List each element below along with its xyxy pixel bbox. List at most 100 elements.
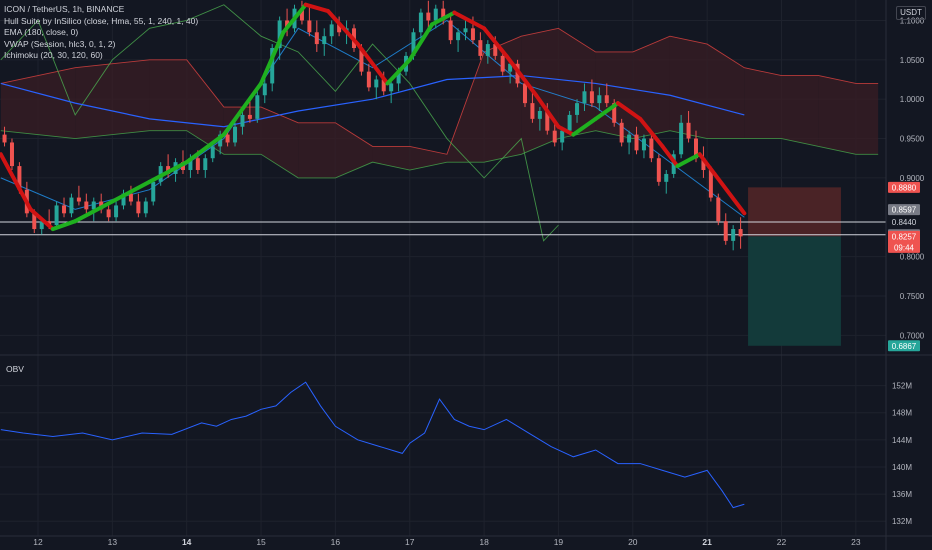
candle-body	[426, 12, 431, 21]
hull-segment	[28, 207, 55, 232]
candle-body	[247, 114, 252, 119]
time-tick-label: 14	[182, 537, 192, 547]
hull-suite-label[interactable]: Hull Suite by InSilico (close, Hma, 55, …	[4, 15, 199, 26]
candle-body	[567, 114, 572, 131]
candle-body	[218, 134, 223, 147]
candle-body	[240, 114, 245, 127]
price-badge	[888, 340, 920, 352]
obv-tick-label: 148M	[892, 409, 912, 418]
candle-body	[195, 158, 200, 171]
candle-body	[456, 32, 461, 41]
candle-body	[649, 138, 654, 159]
ichimoku-cloud-segment	[669, 36, 708, 139]
hull-segment	[675, 152, 702, 169]
candle-body	[530, 103, 535, 119]
candle-body	[589, 91, 594, 104]
symbol-title[interactable]: ICON / TetherUS, 1h, BINANCE	[4, 4, 125, 14]
candle-body	[9, 142, 14, 167]
candle-body	[575, 103, 580, 115]
price-badge	[888, 181, 920, 193]
candle-body	[656, 158, 661, 182]
hull-segment	[452, 10, 487, 31]
candle-body	[500, 55, 505, 72]
price-tick-label: 1.0000	[900, 95, 925, 104]
candle-body	[716, 197, 721, 222]
hull-segment	[556, 124, 576, 137]
hull-segment	[281, 2, 308, 35]
grid	[0, 0, 886, 536]
candle-body	[433, 8, 438, 21]
ichimoku-cloud-segment	[149, 59, 187, 131]
candle-body	[322, 36, 327, 45]
candle-body	[634, 134, 639, 151]
time-tick-label: 15	[256, 537, 266, 547]
candle-body	[128, 193, 133, 202]
candle-body	[463, 28, 468, 33]
time-tick-label: 21	[702, 537, 712, 547]
candle-body	[374, 79, 379, 88]
candle-body	[641, 138, 646, 151]
candle-body	[612, 103, 617, 123]
time-tick-label: 22	[777, 537, 787, 547]
candle-body	[84, 201, 89, 210]
candle-body	[389, 83, 394, 92]
candle-body	[285, 20, 290, 29]
candle-body	[582, 91, 587, 104]
candle-body	[91, 201, 96, 210]
obv-title[interactable]: OBV	[6, 364, 24, 374]
ema-line	[0, 74, 745, 128]
hull-segment	[259, 30, 286, 86]
time-tick-label: 13	[108, 537, 118, 547]
candle-body	[17, 166, 22, 190]
hull-segment	[110, 179, 152, 204]
candle-body	[381, 79, 386, 92]
ema-label[interactable]: EMA (180, close, 0)	[4, 27, 79, 37]
candle-body	[151, 181, 156, 202]
candle-body	[693, 138, 698, 159]
candle-body	[114, 205, 119, 218]
candle-body	[233, 126, 238, 143]
candle-body	[723, 221, 728, 241]
indicator-legend: ICON / TetherUS, 1h, BINANCE Hull Suite …	[4, 4, 198, 62]
candle-body	[679, 122, 684, 155]
candle-body	[270, 48, 275, 84]
price-badge-label: 0.8440	[892, 218, 917, 227]
candle-body	[537, 110, 542, 119]
price-badge	[888, 230, 920, 253]
hull-segment	[147, 160, 189, 184]
currency-badge[interactable]: USDT	[896, 6, 926, 20]
hull-segment	[184, 132, 226, 165]
candle-body	[545, 110, 550, 131]
hull-segment	[385, 57, 412, 86]
candle-body	[619, 122, 624, 143]
obv-tick-label: 132M	[892, 517, 912, 526]
candle-body	[210, 146, 215, 159]
hull-segment	[50, 219, 78, 232]
time-tick-label: 18	[479, 537, 489, 547]
candle-body	[188, 158, 193, 171]
stop-loss-zone	[748, 187, 841, 237]
vwap-label[interactable]: VWAP (Session, hlc3, 0, 1, 2)	[4, 38, 116, 49]
hull-segment	[221, 81, 264, 137]
candle-body	[225, 134, 230, 143]
candle-body	[448, 20, 453, 41]
ichimoku-label[interactable]: Ichimoku (20, 30, 120, 60)	[4, 50, 103, 60]
time-tick-label: 16	[331, 537, 341, 547]
hull-segment	[407, 22, 435, 62]
ichimoku-span-b	[0, 130, 879, 179]
candle-body	[255, 95, 260, 119]
candle-body	[143, 201, 148, 214]
hull-segment	[430, 10, 457, 27]
ichimoku-cloud-segment	[335, 122, 373, 178]
candle-body	[508, 63, 513, 72]
candle-body	[299, 8, 304, 21]
candle-body	[522, 83, 527, 104]
candle-body	[627, 134, 632, 143]
price-tick-label: 0.7000	[900, 331, 925, 340]
candle-body	[106, 209, 111, 218]
candle-body	[686, 122, 691, 139]
candle-body	[366, 71, 371, 88]
candle-body	[62, 205, 67, 214]
